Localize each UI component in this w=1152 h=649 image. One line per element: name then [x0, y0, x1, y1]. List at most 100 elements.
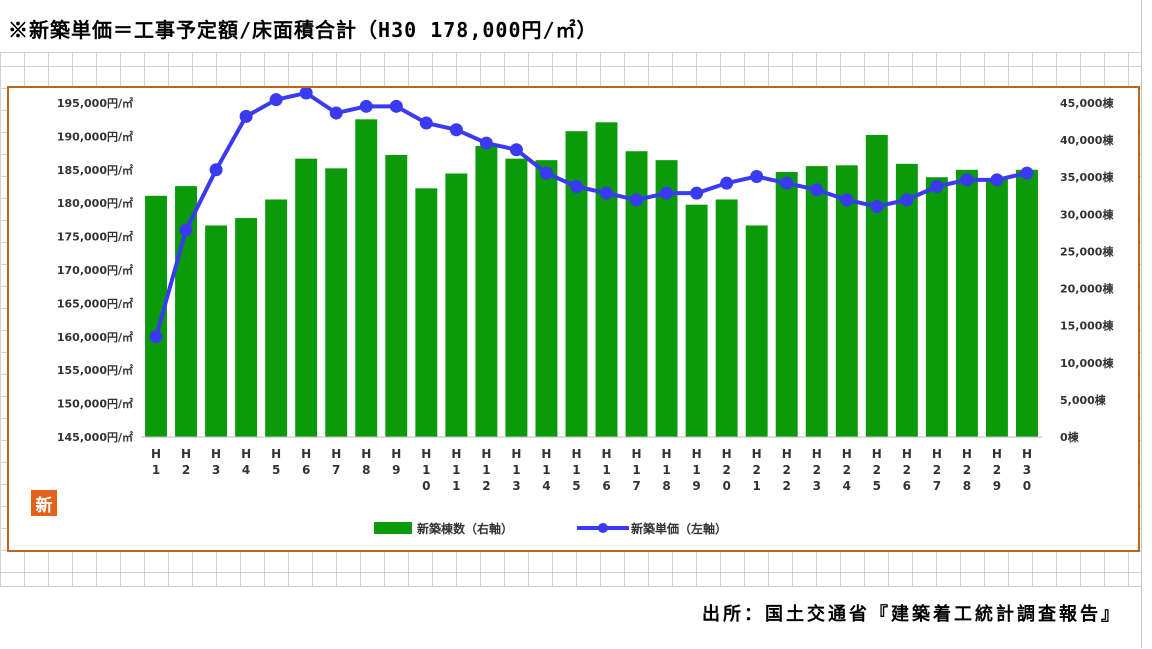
bar-H24: [835, 165, 858, 437]
bar-H6: [295, 158, 318, 437]
price-point-H11: [449, 123, 463, 137]
price-point-H20: [720, 176, 734, 190]
bar-H8: [355, 119, 378, 437]
price-point-H22: [780, 176, 794, 190]
bar-H15: [565, 131, 588, 437]
line-series-markers: [149, 86, 1034, 344]
bar-H5: [265, 199, 288, 437]
left-axis-tick-label: 155,000円/㎡: [57, 363, 133, 377]
price-point-H1: [149, 330, 163, 344]
bar-H23: [805, 166, 828, 437]
price-point-H17: [630, 193, 644, 207]
left-axis-tick-label: 165,000円/㎡: [57, 296, 133, 310]
legend-line-marker: [598, 523, 608, 533]
bar-H28: [955, 169, 978, 438]
price-point-H6: [299, 86, 313, 100]
left-axis-tick-label: 190,000円/㎡: [57, 129, 133, 143]
right-axis-tick-label: 45,000棟: [1060, 96, 1114, 110]
bar-H3: [205, 225, 228, 437]
bar-H25: [865, 134, 888, 437]
bar-H14: [535, 160, 558, 437]
right-axis-tick-label: 25,000棟: [1060, 244, 1114, 258]
legend-label-bars: 新築棟数（右軸）: [417, 521, 513, 536]
right-axis-tick-label: 15,000棟: [1060, 319, 1114, 333]
price-point-H12: [479, 136, 493, 150]
price-point-H27: [930, 180, 944, 193]
bar-H11: [445, 173, 468, 437]
bar-H17: [625, 151, 648, 437]
right-axis-tick-label: 10,000棟: [1060, 356, 1114, 370]
price-point-H7: [329, 106, 343, 120]
bar-H4: [235, 218, 258, 437]
price-point-H2: [179, 223, 193, 237]
price-point-H24: [840, 193, 854, 207]
price-point-H28: [960, 173, 974, 187]
left-axis-tick-label: 175,000円/㎡: [57, 230, 133, 244]
unit-price-formula: ※新築単価＝工事予定額/床面積合計（H30 178,000円/㎡）: [8, 18, 598, 42]
bar-H21: [745, 225, 768, 437]
right-axis-ticks: 0棟 5,000棟 10,000棟 15,000棟 20,000棟 25,000棟 30,0…: [1060, 96, 1114, 444]
left-axis-tick-label: 180,000円/㎡: [57, 196, 133, 210]
price-point-H10: [419, 116, 433, 130]
bar-H13: [505, 158, 528, 437]
price-point-H9: [389, 99, 403, 113]
right-axis-tick-label: 30,000棟: [1060, 207, 1114, 221]
bar-H1: [145, 195, 167, 437]
legend-label-line: 新築単価（左軸）: [631, 521, 727, 536]
price-point-H15: [569, 180, 583, 193]
price-point-H25: [870, 200, 884, 214]
chart-container[interactable]: 145,000円/㎡ 150,000円/㎡ 155,000円/㎡ 160,000円/㎡…: [7, 86, 1140, 552]
bar-H29: [985, 177, 1008, 437]
bar-H22: [775, 172, 798, 437]
price-point-H8: [359, 99, 373, 113]
price-point-H4: [239, 109, 253, 123]
left-axis-tick-label: 150,000円/㎡: [57, 397, 133, 411]
bar-H20: [715, 199, 738, 437]
right-axis-tick-label: 20,000棟: [1060, 282, 1114, 296]
x-axis-ticks: H 1 H 2 H 3 H 4 H 5 H 6 H 7 H 8 H 9 H 1 0 H 1 1 H 1 2 H 1 3 H 1 4 H 1 5 H 1 6 H…: [151, 447, 1032, 493]
bar-H18: [655, 160, 678, 437]
new-construction-stamp: 新: [31, 490, 57, 516]
price-point-H5: [269, 93, 283, 107]
left-axis-tick-label: 195,000円/㎡: [57, 96, 133, 110]
left-axis-tick-label: 160,000円/㎡: [57, 330, 133, 344]
window-right-edge: [1141, 0, 1152, 648]
price-point-H26: [900, 193, 914, 207]
price-point-H3: [209, 163, 223, 177]
bar-H19: [685, 204, 708, 437]
bar-H30: [1016, 169, 1038, 438]
right-axis-tick-label: 0棟: [1060, 430, 1080, 444]
price-point-H21: [750, 169, 764, 183]
bar-H16: [595, 122, 618, 437]
price-point-H30: [1020, 166, 1034, 180]
bar-series-new-buildings: [145, 119, 1038, 438]
bar-H27: [925, 177, 948, 437]
price-point-H23: [810, 183, 824, 197]
bar-H7: [325, 168, 348, 437]
bar-H9: [385, 154, 408, 437]
